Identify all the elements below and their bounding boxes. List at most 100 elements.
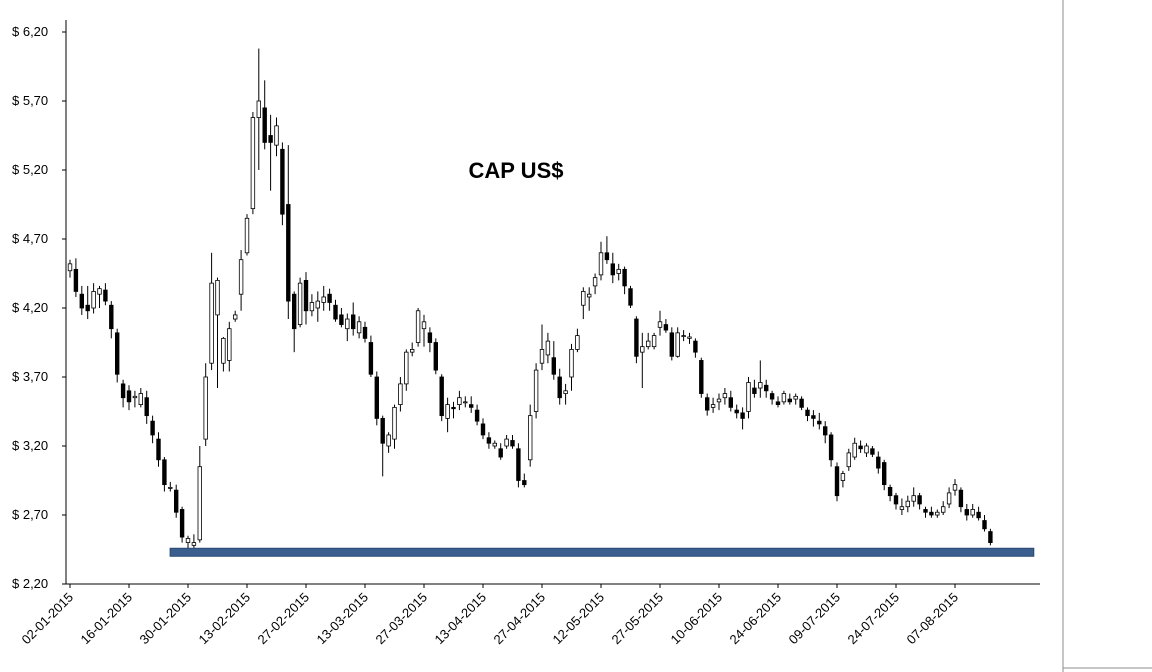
- candle-body: [197, 466, 202, 541]
- candle-body: [510, 440, 515, 447]
- candle: [634, 316, 639, 364]
- candle: [811, 410, 816, 427]
- candle: [663, 319, 669, 333]
- candle: [781, 390, 787, 405]
- candle: [787, 393, 792, 405]
- candle: [911, 487, 916, 507]
- candle: [504, 434, 509, 449]
- y-tick-label: $ 4,70: [12, 231, 48, 246]
- candle: [805, 407, 810, 422]
- candle-body: [73, 268, 79, 292]
- candle-body: [522, 480, 527, 486]
- candle: [610, 252, 615, 284]
- candle-body: [746, 382, 751, 412]
- candle-body: [964, 509, 969, 516]
- candle: [817, 412, 822, 430]
- candle-body: [923, 509, 928, 513]
- candle: [374, 371, 379, 426]
- candle: [238, 250, 244, 311]
- candle-body: [368, 342, 374, 375]
- candle: [268, 114, 273, 191]
- candle-body: [882, 462, 887, 486]
- candle: [445, 397, 450, 433]
- candle: [539, 324, 545, 371]
- candle: [528, 404, 533, 467]
- candle-body: [392, 406, 397, 440]
- candle-body: [840, 473, 846, 481]
- candle: [510, 434, 515, 449]
- candle: [291, 291, 297, 353]
- candle: [669, 327, 674, 361]
- candle-body: [740, 412, 745, 419]
- candle: [923, 506, 928, 518]
- candle-body: [651, 335, 657, 348]
- candle: [887, 484, 893, 502]
- candle-body: [274, 125, 279, 146]
- candle-body: [734, 409, 739, 414]
- candle-body: [191, 542, 197, 546]
- candle: [952, 479, 958, 496]
- candle: [303, 272, 309, 325]
- candle: [439, 374, 444, 422]
- candle-body: [215, 279, 220, 316]
- candle: [876, 451, 881, 474]
- candle-body: [669, 332, 674, 357]
- candle-body: [528, 415, 533, 461]
- candle: [699, 357, 704, 398]
- candle: [203, 363, 208, 446]
- candle: [958, 487, 964, 513]
- candle-body: [805, 409, 810, 417]
- candle-body: [286, 204, 291, 302]
- candle-body: [404, 351, 409, 385]
- candle: [840, 470, 846, 488]
- candle: [463, 396, 468, 408]
- support-line-group: [169, 547, 1035, 557]
- candle: [946, 487, 952, 509]
- candle-body: [775, 401, 781, 405]
- candle-body: [982, 520, 987, 530]
- candle-body: [120, 383, 126, 399]
- candle: [468, 396, 474, 413]
- candle-body: [551, 357, 556, 375]
- candle: [244, 214, 250, 256]
- candle-body: [374, 376, 379, 419]
- candle: [522, 473, 527, 488]
- candle: [964, 503, 969, 521]
- candle: [368, 335, 374, 377]
- candle: [516, 443, 521, 488]
- candle: [917, 492, 922, 510]
- candle: [941, 501, 946, 515]
- candle: [764, 379, 769, 398]
- candle: [73, 258, 79, 297]
- candle-body: [433, 342, 438, 371]
- candle-body: [421, 321, 427, 330]
- candle-body: [870, 448, 875, 455]
- candle: [769, 390, 775, 405]
- candle: [705, 393, 710, 416]
- candle: [433, 338, 438, 375]
- candle: [486, 432, 492, 449]
- candle: [280, 142, 285, 226]
- candle-body: [221, 337, 226, 364]
- candle-body: [203, 376, 208, 440]
- candle: [799, 396, 804, 411]
- candle: [386, 432, 391, 453]
- candle: [905, 495, 910, 513]
- candle: [657, 310, 663, 336]
- candle-body: [79, 293, 84, 309]
- candle: [852, 437, 857, 460]
- candle: [209, 252, 214, 371]
- candle: [339, 308, 344, 328]
- candle: [828, 432, 834, 467]
- candle-body: [144, 397, 149, 417]
- candle-body: [256, 100, 261, 118]
- candle-body: [634, 318, 639, 357]
- candle: [345, 313, 350, 342]
- candle-body: [345, 318, 350, 330]
- candle-body: [710, 404, 716, 408]
- candle-body: [350, 314, 356, 330]
- candle-body: [587, 293, 592, 298]
- candle-body: [828, 434, 834, 461]
